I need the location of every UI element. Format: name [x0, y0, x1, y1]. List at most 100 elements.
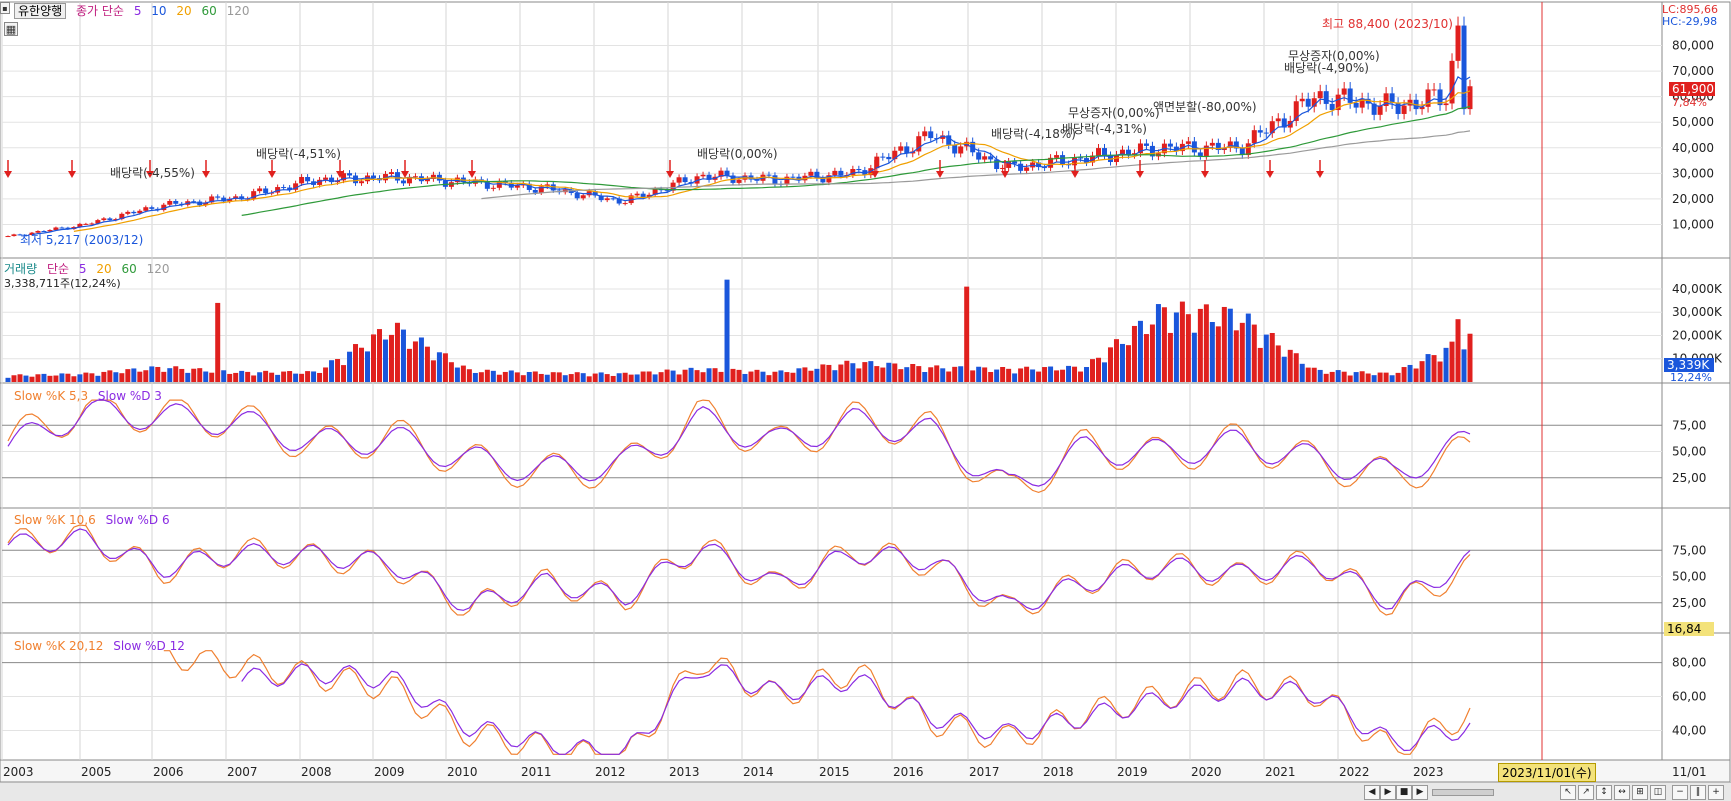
navigation-bar: ◀ ▶ ■ ▶ ↖ ↗ ↕ ↔ ⊞ ◫ − ‖ +: [0, 782, 1731, 801]
volume-bar: [586, 376, 592, 382]
volume-bar: [275, 374, 281, 382]
candle-body: [388, 172, 394, 175]
volume-bar: [1371, 375, 1377, 382]
right-date-label: 11/01: [1672, 765, 1707, 779]
candle-body: [1125, 149, 1131, 155]
volume-bar: [640, 371, 646, 382]
zoom-reset-icon[interactable]: ‖: [1690, 785, 1706, 800]
annotation-bonus-issue: 무상증자(0,00%): [1288, 49, 1380, 63]
volume-bar: [311, 371, 317, 382]
volume-bar: [544, 374, 550, 382]
volume-bar: [1203, 304, 1209, 382]
volume-bar: [436, 352, 442, 382]
candle-body: [1257, 130, 1263, 133]
candle-body: [1365, 98, 1371, 104]
candle-body: [532, 189, 538, 193]
volume-bar: [1102, 362, 1107, 382]
candle-body: [1203, 145, 1209, 156]
zoom-in-icon[interactable]: +: [1708, 785, 1724, 800]
zoom-out-icon[interactable]: −: [1672, 785, 1688, 800]
tool-icon[interactable]: ⊞: [1632, 785, 1648, 800]
volume-bar: [95, 375, 101, 382]
candle-body: [838, 170, 844, 176]
tool-icon[interactable]: ◫: [1650, 785, 1666, 800]
x-tick-label: 2007: [227, 765, 258, 779]
volume-ma-120: 120: [146, 262, 170, 276]
tool-icon[interactable]: ↖: [1560, 785, 1576, 800]
volume-ma-5: 5: [78, 262, 87, 276]
volume-bar: [1437, 361, 1443, 382]
volume-bar: [1006, 368, 1012, 382]
x-tick-label: 2013: [669, 765, 700, 779]
candle-body: [35, 231, 41, 233]
volume-bar: [460, 365, 466, 382]
event-arrow-head: [1001, 171, 1009, 178]
volume-bar: [802, 367, 808, 382]
volume-bar: [1377, 372, 1383, 382]
volume-bar: [1137, 320, 1143, 382]
volume-bar: [119, 373, 125, 382]
volume-bar: [1425, 354, 1431, 382]
volume-y-tick: 20,000K: [1672, 328, 1723, 342]
candle-body: [1048, 157, 1054, 168]
candle-body: [622, 203, 628, 205]
table-icon[interactable]: ▦: [4, 22, 18, 36]
stoch1-k-label: Slow %K 5,3: [14, 389, 89, 403]
scroll-left-icon[interactable]: ◀: [1364, 785, 1380, 800]
stoch-line: [7, 399, 1471, 494]
volume-bar: [107, 370, 113, 382]
candle-body: [59, 227, 65, 229]
stock-name[interactable]: 유한양행: [14, 3, 67, 19]
volume-bar: [508, 370, 514, 382]
volume-bar: [1030, 369, 1036, 382]
volume-title: 거래량: [4, 262, 38, 276]
volume-bar: [622, 372, 628, 382]
candle-body: [724, 170, 730, 176]
volume-bar: [1090, 359, 1096, 382]
volume-bar: [1341, 371, 1347, 382]
stoch-line: [163, 650, 1471, 755]
volume-bar: [616, 373, 622, 382]
annotation-dividend: 배당락(-4,18%): [991, 127, 1076, 141]
candle-body: [514, 185, 520, 188]
candle-body: [1425, 89, 1431, 107]
candle-body: [89, 223, 95, 225]
volume-bar: [688, 367, 694, 382]
volume-bar: [1269, 332, 1275, 382]
volume-bar: [329, 360, 335, 382]
volume-bar: [820, 364, 826, 382]
ma-period-120: 120: [226, 4, 250, 18]
volume-bar: [1131, 325, 1137, 382]
candle-body: [347, 173, 353, 176]
candle-body: [634, 193, 640, 196]
volume-y-tick: 30,000K: [1672, 305, 1723, 319]
volume-bar: [1413, 368, 1419, 382]
volume-bar: [910, 363, 916, 382]
volume-bar: [71, 376, 77, 382]
stoch-y-tick: 25,00: [1672, 596, 1706, 610]
stop-icon[interactable]: ■: [1396, 785, 1412, 800]
candle-body: [1167, 143, 1173, 147]
zoom-slider[interactable]: [1432, 789, 1494, 796]
volume-bar: [317, 372, 323, 382]
volume-ma-20: 20: [96, 262, 112, 276]
x-tick-label: 2011: [521, 765, 552, 779]
volume-bar: [826, 364, 832, 382]
tool-icon[interactable]: ↔: [1614, 785, 1630, 800]
volume-bar: [29, 376, 35, 382]
stoch-y-tick: 40,00: [1672, 724, 1706, 738]
candle-body: [1377, 105, 1383, 115]
volume-bar: [550, 372, 556, 382]
tool-icon[interactable]: ↗: [1578, 785, 1594, 800]
price-panel-toggle-icon[interactable]: ▪: [0, 2, 10, 14]
play-icon[interactable]: ▶: [1380, 785, 1396, 800]
volume-bar: [1317, 369, 1323, 382]
tool-icon[interactable]: ↕: [1596, 785, 1612, 800]
fast-forward-icon[interactable]: ▶: [1412, 785, 1428, 800]
hc-label: HC:-29,98: [1662, 15, 1718, 28]
volume-bar: [1245, 313, 1251, 382]
volume-bar: [742, 373, 748, 382]
candle-body: [161, 204, 167, 211]
candle-body: [664, 190, 670, 192]
